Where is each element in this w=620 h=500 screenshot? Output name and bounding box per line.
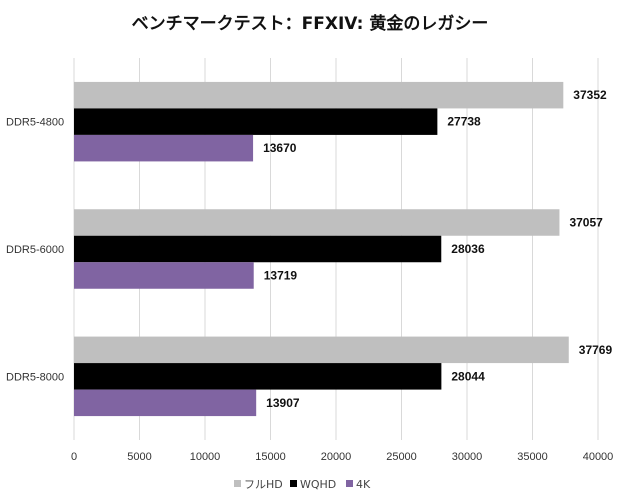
legend-swatch [234, 480, 241, 487]
x-tick-label: 0 [71, 451, 77, 463]
data-label: 13719 [264, 269, 298, 283]
x-tick-labels: 0 5000 10000 15000 20000 25000 30000 35000 40000 [71, 451, 613, 463]
bar [74, 209, 560, 236]
x-tick-label: 10000 [190, 451, 221, 463]
bar [74, 262, 254, 289]
data-label: 28036 [451, 242, 485, 256]
data-label: 28044 [451, 369, 485, 383]
x-tick-label: 30000 [452, 451, 483, 463]
data-label: 37057 [569, 216, 603, 230]
category-label: DDR5-8000 [6, 371, 64, 383]
x-tick-label: 25000 [386, 451, 417, 463]
category-label: DDR5-6000 [6, 244, 64, 256]
bar [74, 235, 442, 263]
data-label: 27738 [447, 115, 481, 129]
bar [74, 108, 438, 135]
data-label: 13670 [263, 141, 297, 155]
legend-label: フルHD [244, 478, 283, 491]
chart-title: ベンチマークテスト：FFXIV: 黄金のレガシー [132, 13, 489, 34]
legend-label: WQHD [300, 478, 336, 491]
x-tick-label: 40000 [583, 451, 614, 463]
legend-label: 4K [356, 478, 371, 491]
bar [74, 81, 564, 109]
legend-swatch [290, 480, 297, 487]
bar [74, 336, 569, 364]
category-labels: DDR5-4800 DDR5-6000 DDR5-8000 [6, 117, 64, 384]
bar [74, 363, 442, 390]
bars [74, 81, 569, 417]
data-label: 37352 [573, 88, 607, 102]
category-label: DDR5-4800 [6, 117, 64, 129]
data-labels: 37352 27738 13670 37057 28036 13719 37769 28044… [263, 88, 612, 410]
data-label: 13907 [266, 396, 300, 410]
bar [74, 134, 254, 162]
legend: フルHD WQHD 4K [234, 478, 371, 491]
legend-swatch [346, 480, 353, 487]
x-tick-label: 20000 [321, 451, 352, 463]
x-tick-label: 5000 [127, 451, 151, 463]
data-label: 37769 [579, 343, 613, 357]
x-tick-label: 35000 [517, 451, 548, 463]
bar [74, 389, 257, 417]
x-tick-label: 15000 [255, 451, 286, 463]
